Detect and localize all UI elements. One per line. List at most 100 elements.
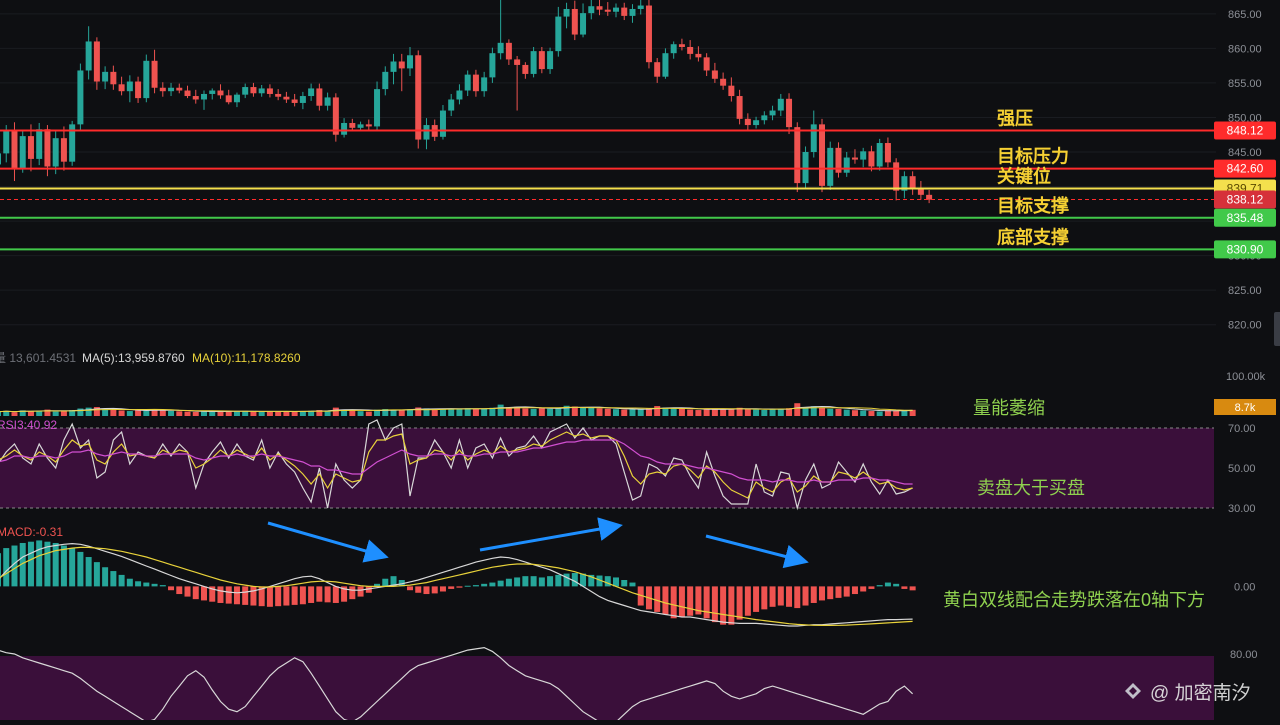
macd-hist-down bbox=[423, 586, 430, 595]
macd-hist-down bbox=[283, 586, 290, 606]
volume-bar bbox=[126, 411, 133, 416]
volume-bar bbox=[324, 410, 331, 416]
candle-up bbox=[761, 115, 768, 121]
macd-hist-down bbox=[728, 586, 735, 625]
macd-hist-down bbox=[720, 586, 727, 625]
candle-down bbox=[794, 127, 801, 184]
candle-up bbox=[448, 99, 455, 111]
candle-down bbox=[711, 70, 718, 79]
annotations: 强压目标压力关键位目标支撑底部支撑量能萎缩卖盘大于买盘黄白双线配合走势跌落在0轴… bbox=[267, 108, 1251, 704]
candle-down bbox=[505, 42, 512, 60]
macd-hist-up bbox=[36, 540, 43, 587]
candle-up bbox=[464, 74, 471, 91]
trend-arrow-3 bbox=[705, 534, 809, 569]
volume-bar bbox=[761, 409, 768, 416]
volume-bar bbox=[736, 407, 743, 416]
candle-down bbox=[514, 59, 521, 65]
candle-down bbox=[884, 143, 891, 163]
candle-down bbox=[27, 136, 34, 159]
candle-up bbox=[423, 125, 430, 140]
volume-bar bbox=[93, 407, 100, 416]
rsi-tick-label: 30.00 bbox=[1228, 503, 1256, 515]
macd-note: 黄白双线配合走势跌落在0轴下方 bbox=[943, 590, 1205, 610]
macd-hist-down bbox=[662, 586, 669, 615]
volume-bar bbox=[786, 408, 793, 416]
volume-bar bbox=[662, 407, 669, 416]
macd-zero-label: 0.00 bbox=[1234, 581, 1255, 593]
macd-hist-up bbox=[126, 578, 133, 587]
volume-bar bbox=[695, 410, 702, 416]
rsi-note: 卖盘大于买盘 bbox=[977, 478, 1085, 498]
volume-note: 量能萎缩 bbox=[973, 398, 1045, 418]
volume-header-2: MA(10):11,178.8260 bbox=[192, 351, 301, 365]
macd-hist-down bbox=[810, 586, 817, 603]
volume-bar bbox=[36, 410, 43, 416]
macd-hist-down bbox=[654, 586, 661, 612]
candle-down bbox=[349, 122, 356, 128]
volume-bar bbox=[159, 409, 166, 416]
candle-up bbox=[481, 77, 488, 92]
candle-down bbox=[118, 84, 125, 92]
macd-dif-line bbox=[0, 542, 913, 627]
candle-down bbox=[11, 130, 18, 170]
candle-down bbox=[291, 99, 298, 103]
macd-hist-down bbox=[786, 586, 793, 607]
volume-bar bbox=[439, 409, 446, 416]
volume-bar bbox=[176, 411, 183, 416]
volume-bar bbox=[143, 410, 150, 416]
volume-bar bbox=[547, 408, 554, 416]
macd-hist-up bbox=[629, 582, 636, 587]
volume-bar bbox=[11, 412, 18, 416]
watermark-logo-icon bbox=[1125, 683, 1141, 699]
macd-hist-up bbox=[398, 580, 405, 587]
oscillator-tick-label: 80.00 bbox=[1230, 649, 1258, 661]
macd-header: MACD:-0.31 bbox=[0, 525, 63, 539]
macd-hist-down bbox=[909, 586, 916, 591]
volume-bar bbox=[753, 409, 760, 416]
volume-bar bbox=[201, 411, 207, 416]
candle-up bbox=[36, 129, 43, 159]
volume-bar bbox=[27, 411, 34, 416]
volume-bar bbox=[728, 409, 735, 416]
volume-bar bbox=[860, 410, 867, 416]
volume-bar bbox=[341, 409, 348, 416]
macd-hist-up bbox=[580, 573, 587, 587]
volume-bar bbox=[538, 408, 545, 416]
candle-down bbox=[621, 7, 628, 16]
macd-hist-down bbox=[753, 586, 760, 612]
volume-bar bbox=[843, 409, 850, 416]
candle-up bbox=[85, 41, 92, 71]
macd-hist-up bbox=[481, 583, 488, 587]
volume-bar bbox=[901, 410, 908, 416]
candle-up bbox=[52, 138, 59, 167]
macd-hist-up bbox=[472, 585, 479, 587]
candle-up bbox=[407, 55, 413, 69]
candle-up bbox=[258, 88, 265, 94]
macd-hist-up bbox=[44, 541, 51, 587]
candle-down bbox=[332, 97, 339, 135]
rsi-pane: RSI3:40.92 bbox=[0, 418, 1214, 511]
volume-bar bbox=[135, 410, 142, 416]
volume-bar bbox=[250, 411, 257, 416]
macd-hist-up bbox=[530, 576, 537, 587]
candle-down bbox=[695, 53, 702, 58]
axis-scroll-handle[interactable] bbox=[1274, 312, 1280, 346]
macd-hist-up bbox=[489, 582, 496, 587]
candle-down bbox=[538, 51, 545, 70]
candle-up bbox=[769, 110, 776, 116]
volume-bar bbox=[283, 411, 290, 416]
candle-up bbox=[201, 93, 207, 100]
target-support-price-label: 835.48 bbox=[1227, 211, 1264, 225]
candle-down bbox=[687, 46, 694, 54]
price-tick-label: 845.00 bbox=[1228, 147, 1262, 159]
candle-up bbox=[670, 44, 677, 54]
candle-up bbox=[563, 8, 570, 17]
macd-hist-up bbox=[522, 576, 529, 587]
candle-down bbox=[893, 162, 900, 191]
candle-up bbox=[753, 120, 760, 126]
volume-bar bbox=[464, 408, 471, 416]
candle-up bbox=[860, 151, 867, 160]
candle-up bbox=[843, 157, 850, 173]
volume-bar bbox=[209, 411, 216, 416]
macd-hist-down bbox=[736, 586, 743, 620]
